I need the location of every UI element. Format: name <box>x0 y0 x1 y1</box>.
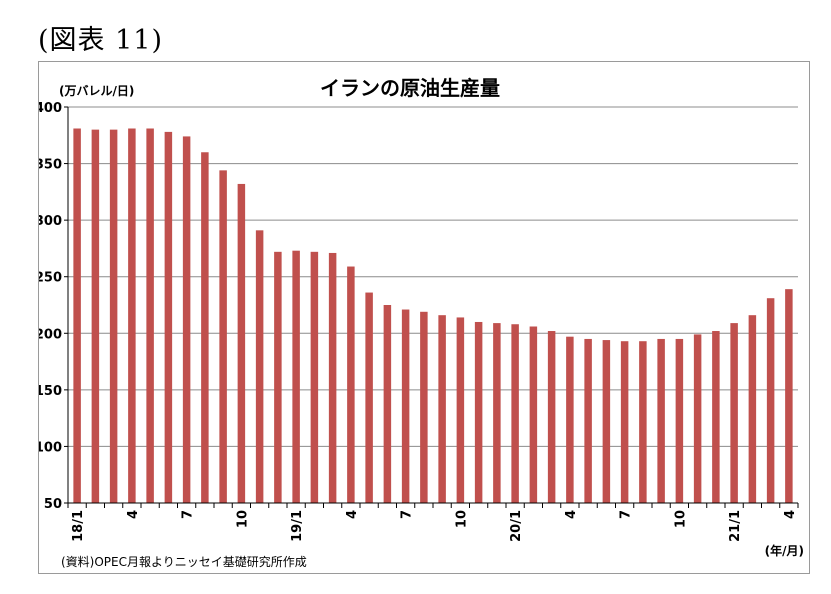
bar <box>620 341 629 503</box>
bars <box>73 128 793 504</box>
bar <box>91 129 100 503</box>
y-tick-label: 300 <box>39 214 62 229</box>
x-tick-label: 10 <box>673 510 688 528</box>
bar <box>657 338 665 503</box>
bar <box>182 136 191 503</box>
bar <box>602 340 611 503</box>
bar <box>547 331 556 503</box>
bar <box>785 289 793 503</box>
y-tick-label: 100 <box>39 440 62 455</box>
bar <box>255 230 264 503</box>
bar <box>511 324 519 503</box>
bar <box>438 315 446 503</box>
y-tick-label: 50 <box>44 497 62 512</box>
figure-label: (図表 11) <box>38 25 164 56</box>
bar <box>566 336 574 503</box>
bar <box>292 250 300 503</box>
gridlines <box>68 106 798 447</box>
bar <box>493 323 501 503</box>
x-tick-label: 4 <box>345 510 360 519</box>
y-tick-label: 400 <box>39 101 62 116</box>
x-tick-label: 7 <box>619 510 634 519</box>
bar <box>712 331 720 503</box>
bar <box>109 129 118 503</box>
bar <box>401 309 410 503</box>
bar <box>73 128 81 504</box>
x-tick-label: 21/1 <box>728 510 743 542</box>
x-tick-label: 18/1 <box>71 510 86 542</box>
bar <box>474 321 483 503</box>
bar <box>274 251 282 503</box>
y-tick-label: 200 <box>39 327 62 342</box>
x-tick-label: 7 <box>181 510 196 519</box>
bar <box>639 341 647 503</box>
bar-chart: イランの原油生産量 (万バレル/日) 50 100 150 200 250 300 350 4… <box>39 76 804 569</box>
y-tick-label: 350 <box>39 158 62 173</box>
bar <box>730 323 738 503</box>
x-tick-label: 10 <box>454 510 469 528</box>
chart-title: イランの原油生産量 <box>320 76 500 100</box>
bar <box>128 128 136 504</box>
y-axis-unit-label: (万バレル/日) <box>59 84 134 98</box>
bar <box>347 266 355 503</box>
bar <box>383 305 392 503</box>
bar <box>675 338 684 503</box>
x-tick-labels: 18/1 4 7 10 19/1 4 7 10 20/1 4 7 10 21/1 4 <box>71 510 798 542</box>
x-tick-label: 4 <box>126 510 141 519</box>
y-tick-label: 150 <box>39 384 62 399</box>
bar <box>420 311 428 503</box>
x-axis-unit-label: (年/月) <box>765 543 804 558</box>
bar <box>219 170 227 504</box>
bar <box>748 315 757 503</box>
x-tick-label: 19/1 <box>290 510 305 542</box>
x-tick-label: 7 <box>400 510 415 519</box>
x-tick-label: 4 <box>783 510 798 519</box>
bar <box>164 131 173 503</box>
bar <box>237 183 246 503</box>
x-tick-label: 10 <box>235 510 250 528</box>
bar <box>529 326 538 503</box>
bar <box>584 338 592 503</box>
source-note: (資料)OPEC月報よりニッセイ基礎研究所作成 <box>61 554 307 569</box>
bar <box>310 251 319 503</box>
x-tick-label: 20/1 <box>509 510 524 542</box>
bar <box>201 152 209 503</box>
bar <box>456 317 465 503</box>
x-tick-label: 4 <box>564 510 579 519</box>
chart-frame: イランの原油生産量 (万バレル/日) 50 100 150 200 250 300 350 4… <box>38 61 810 574</box>
axes <box>64 106 799 508</box>
bar <box>693 334 702 503</box>
bar <box>766 298 775 503</box>
bar <box>146 128 154 504</box>
bar <box>328 252 337 503</box>
bar <box>365 292 373 503</box>
y-tick-label: 250 <box>39 271 62 286</box>
y-tick-labels: 50 100 150 200 250 300 350 400 <box>39 101 62 512</box>
